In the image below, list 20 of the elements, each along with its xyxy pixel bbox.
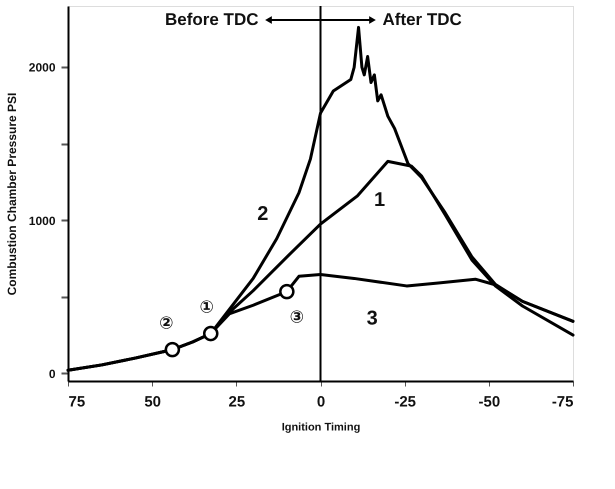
annotation: 2 [257, 202, 268, 225]
x-tick-label: 50 [144, 394, 162, 410]
x-tick-label: 0 [316, 394, 326, 410]
annotation: ③ [290, 308, 304, 328]
x-tick-label: -25 [394, 394, 416, 410]
annotation: 3 [366, 307, 378, 330]
y-tick-label: 2000 [28, 60, 56, 75]
annotation: ② [159, 314, 174, 334]
x-tick-label: -75 [552, 394, 574, 410]
y-tick-label: 0 [48, 366, 56, 381]
y-axis-title: Combustion Chamber Pressure PSI [4, 92, 19, 296]
x-axis-title: Ignition Timing [282, 422, 360, 434]
annotation: Before TDC [164, 10, 258, 29]
annotation: 1 [374, 188, 386, 211]
annotation: After TDC [382, 10, 462, 29]
annotation: ① [200, 298, 214, 318]
x-tick-label: 75 [68, 394, 86, 410]
x-tick-label: -50 [478, 394, 500, 410]
y-tick-label: 1000 [28, 214, 56, 228]
x-tick-label: 25 [228, 394, 246, 410]
